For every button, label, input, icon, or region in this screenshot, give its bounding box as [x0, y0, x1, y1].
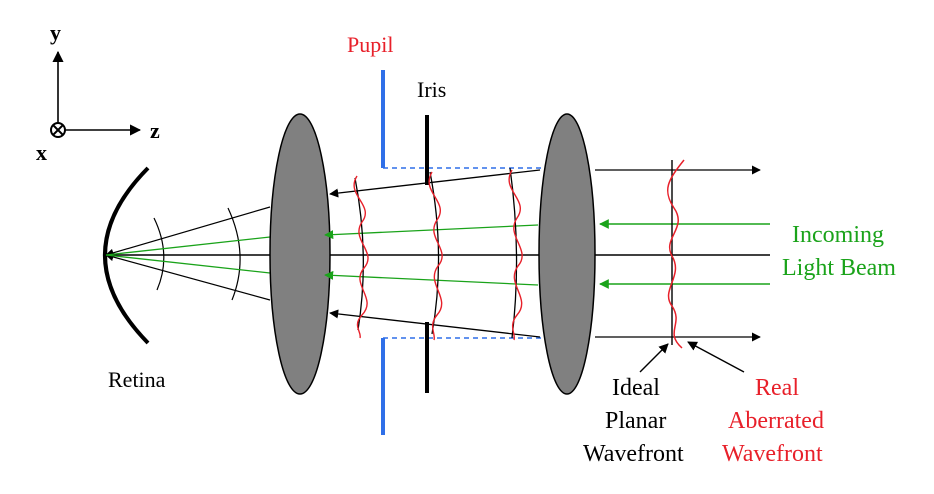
real-wavefront-pointer — [687, 341, 745, 373]
real-aberrated-wavefront — [666, 159, 685, 349]
aberrated-wavefronts-between-lenses — [353, 169, 523, 341]
crystalline-lens — [269, 113, 331, 395]
y-axis-label: y — [50, 20, 61, 45]
real-wavefront-label-line1: Real — [755, 375, 799, 401]
incoming-light-beam-label-line1: Incoming — [792, 222, 884, 248]
outgoing-black-rays — [595, 165, 761, 342]
x-axis-label: x — [36, 140, 47, 165]
retina-label: Retina — [108, 367, 166, 392]
real-wavefront-label-line2: Aberrated — [728, 408, 824, 434]
ideal-wavefronts-between-lenses — [354, 167, 518, 339]
incoming-green-rays — [599, 219, 770, 289]
z-axis-label: z — [150, 118, 160, 143]
green-rays-inside — [105, 236, 271, 274]
ideal-wavefront-label-line1: Ideal — [612, 375, 660, 401]
iris-label: Iris — [417, 77, 446, 102]
converging-black-rays — [105, 206, 271, 301]
coordinate-axes: y z x — [36, 20, 160, 165]
cornea-lens — [538, 113, 596, 395]
ideal-wavefront-label-line3: Wavefront — [583, 441, 684, 467]
ideal-wavefront-label-line2: Planar — [605, 408, 666, 434]
incoming-light-beam-label-line2: Light Beam — [782, 255, 896, 281]
black-rays-between-lenses — [329, 169, 541, 338]
converging-wavefronts — [153, 207, 241, 301]
pupil-label: Pupil — [347, 32, 393, 57]
ideal-wavefront-pointer — [639, 343, 669, 373]
real-wavefront-label-line3: Wavefront — [722, 441, 823, 467]
